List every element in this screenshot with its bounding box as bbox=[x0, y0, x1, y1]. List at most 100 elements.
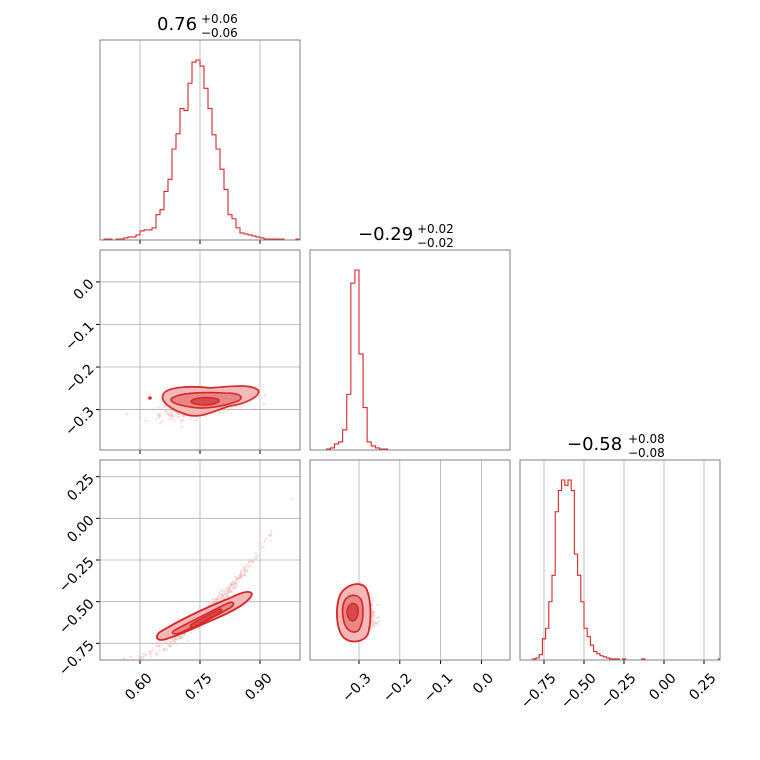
sample-point bbox=[223, 408, 226, 412]
sample-point bbox=[196, 418, 199, 422]
sample-point bbox=[237, 577, 241, 580]
sample-point bbox=[259, 542, 262, 545]
sample-point bbox=[377, 616, 380, 619]
histogram-step bbox=[310, 269, 510, 451]
sample-point bbox=[371, 602, 374, 606]
y-tick-label: −0.25 bbox=[56, 554, 98, 596]
sample-point bbox=[166, 408, 169, 411]
sample-point bbox=[156, 641, 159, 645]
sample-point bbox=[234, 583, 237, 586]
x-tick-label: 0.0 bbox=[470, 670, 497, 697]
sample-point bbox=[220, 594, 223, 597]
y-tick-label: 0.25 bbox=[64, 471, 97, 504]
sample-point bbox=[186, 639, 189, 642]
tick-labels: 0.60 0.75 0.90 −0.3 −0.2 −0.1 0.0 −0.75−0.50−0.… bbox=[56, 276, 720, 712]
sample-point bbox=[158, 643, 161, 646]
sample-point bbox=[229, 588, 232, 591]
sample-point bbox=[371, 619, 374, 622]
sample-point bbox=[373, 610, 376, 613]
histogram-panel-param-1 bbox=[309, 249, 511, 451]
x-tick-label: −0.75 bbox=[518, 670, 560, 712]
outlier-point bbox=[148, 396, 152, 400]
histogram-panel-param-0 bbox=[99, 39, 301, 244]
sample-point bbox=[189, 417, 192, 420]
sample-point bbox=[242, 565, 245, 568]
sample-point bbox=[225, 595, 229, 598]
sample-point bbox=[194, 419, 197, 422]
x-tick-label: 0.75 bbox=[182, 670, 215, 703]
sample-point bbox=[374, 622, 377, 625]
sample-point bbox=[159, 422, 162, 425]
histogram-panel-param-2 bbox=[519, 459, 721, 664]
sample-point bbox=[180, 425, 183, 429]
y-tick-label: −0.3 bbox=[62, 404, 97, 439]
sample-point bbox=[235, 405, 238, 409]
sample-point bbox=[235, 577, 239, 580]
sample-point bbox=[163, 640, 166, 643]
x-tick-label: 0.25 bbox=[686, 670, 719, 703]
sample-point bbox=[129, 655, 132, 658]
contour-inner bbox=[346, 602, 359, 622]
sample-point bbox=[152, 648, 155, 652]
sample-point bbox=[217, 595, 220, 598]
sample-point bbox=[162, 649, 165, 653]
y-tick-label: −0.2 bbox=[62, 361, 97, 396]
sample-point bbox=[239, 405, 242, 408]
sample-point bbox=[243, 568, 246, 571]
sample-point bbox=[225, 592, 228, 596]
histogram-step bbox=[100, 59, 300, 241]
sample-point bbox=[235, 585, 238, 588]
sample-point bbox=[243, 573, 246, 576]
sample-point bbox=[157, 406, 160, 409]
sample-point bbox=[150, 650, 153, 653]
sample-point bbox=[256, 554, 260, 557]
sample-point bbox=[240, 571, 243, 574]
sample-point bbox=[222, 411, 225, 414]
sample-point bbox=[248, 560, 251, 564]
x-tick-label: −0.25 bbox=[598, 670, 640, 712]
title-param-0: 0.76 +0.06 −0.06 bbox=[157, 12, 238, 40]
sample-point bbox=[155, 417, 158, 420]
sample-point bbox=[190, 631, 193, 634]
title-value: −0.58 bbox=[567, 434, 622, 455]
panel-frame bbox=[309, 249, 511, 451]
sample-point bbox=[223, 593, 226, 596]
sample-point bbox=[168, 418, 171, 421]
title-upper-error: +0.08 bbox=[628, 432, 665, 446]
sample-point bbox=[239, 574, 243, 578]
sample-point bbox=[218, 592, 221, 596]
sample-point bbox=[152, 408, 155, 411]
sample-point bbox=[226, 591, 229, 594]
y-tick-label: −0.50 bbox=[56, 596, 98, 638]
x-tick-label: −0.1 bbox=[421, 670, 456, 705]
sample-point bbox=[252, 407, 255, 410]
sample-point bbox=[181, 419, 184, 422]
sample-point bbox=[158, 649, 161, 652]
sample-point bbox=[183, 632, 186, 636]
sample-point bbox=[370, 600, 373, 603]
sample-point bbox=[155, 652, 158, 656]
sample-point bbox=[178, 634, 181, 638]
y-tick-label: −0.75 bbox=[56, 638, 98, 680]
sample-point bbox=[158, 644, 161, 648]
sample-point bbox=[172, 419, 175, 422]
sample-point bbox=[246, 564, 250, 567]
sample-point bbox=[232, 584, 235, 587]
sample-point bbox=[169, 641, 173, 644]
sample-point bbox=[233, 580, 236, 584]
sample-point bbox=[169, 408, 172, 411]
sample-point bbox=[373, 625, 376, 628]
sample-point bbox=[164, 405, 167, 408]
sample-point bbox=[371, 596, 374, 599]
sample-point bbox=[203, 415, 206, 418]
x-tick-label: −0.2 bbox=[380, 670, 415, 705]
scatter-points bbox=[123, 497, 294, 660]
sample-point bbox=[244, 563, 248, 567]
title-lower-error: −0.08 bbox=[628, 446, 665, 460]
sample-point bbox=[126, 413, 129, 416]
title-value: −0.29 bbox=[358, 224, 413, 245]
sample-point bbox=[263, 393, 267, 397]
sample-point bbox=[172, 642, 175, 646]
sample-point bbox=[180, 420, 183, 423]
